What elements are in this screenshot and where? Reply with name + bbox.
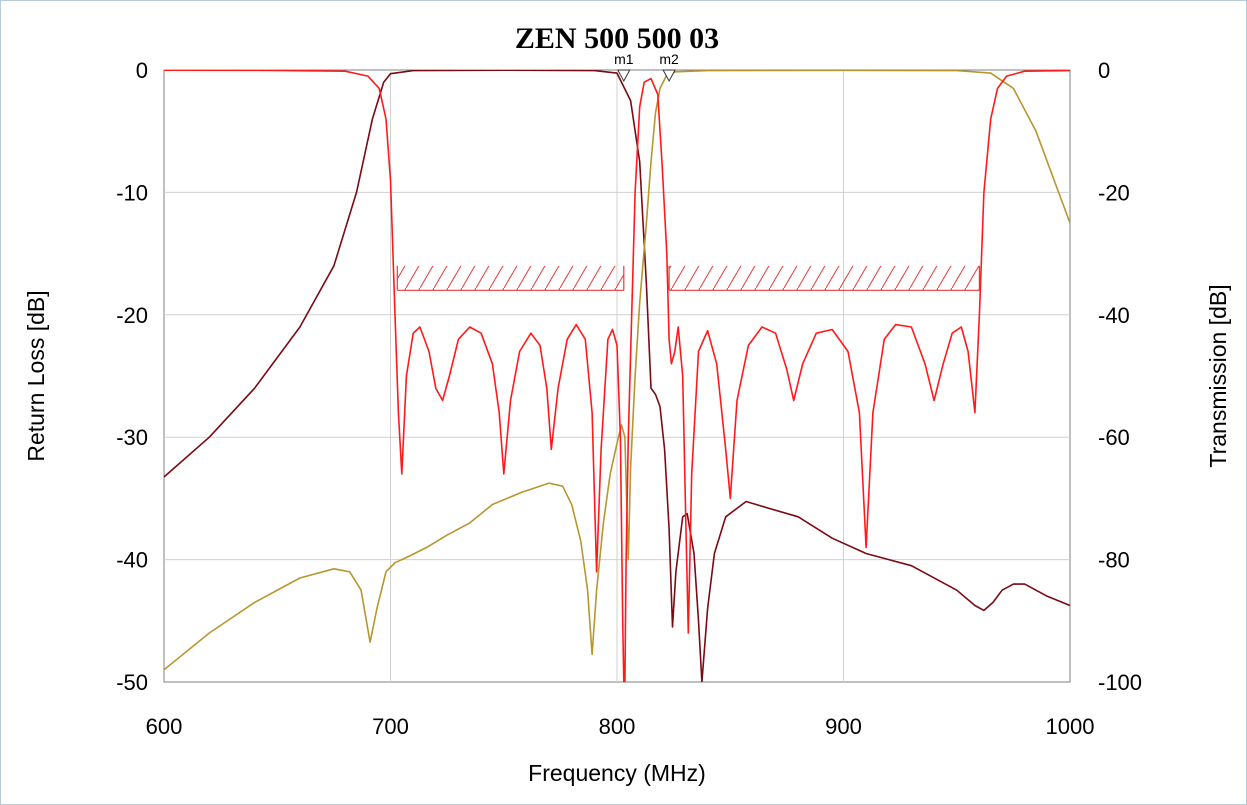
data-series xyxy=(164,70,1070,682)
left-y-tick-labels: 0 -10 -20 -30 -40 -50 xyxy=(116,58,148,695)
left-y-tick-label: -20 xyxy=(116,303,148,328)
left-y-tick-label: 0 xyxy=(136,58,148,83)
right-y-tick-label: -100 xyxy=(1098,670,1142,695)
x-tick-label: 800 xyxy=(599,714,636,739)
x-axis-label: Frequency (MHz) xyxy=(528,760,706,786)
series-line xyxy=(164,70,1070,671)
x-tick-labels: 600 700 800 900 1000 xyxy=(146,714,1095,739)
right-y-tick-labels: 0 -20 -40 -60 -80 -100 xyxy=(1098,58,1142,695)
x-tick-label: 600 xyxy=(146,714,183,739)
x-tick-label: 900 xyxy=(825,714,862,739)
spec-mask-hatch xyxy=(397,265,624,291)
spec-mask-hatch xyxy=(669,265,980,291)
marker-triangle xyxy=(662,69,676,83)
right-y-tick-label: -60 xyxy=(1098,425,1130,450)
x-tick-label: 700 xyxy=(372,714,409,739)
series-line xyxy=(164,70,1070,682)
grid-lines xyxy=(164,70,1070,682)
right-y-tick-label: -20 xyxy=(1098,180,1130,205)
right-y-axis-label: Transmission [dB] xyxy=(1205,284,1231,467)
x-tick-label: 1000 xyxy=(1046,714,1095,739)
series-line xyxy=(164,70,1070,682)
left-y-tick-label: -50 xyxy=(116,670,148,695)
frequency-markers: m1 m2 xyxy=(614,51,679,83)
left-y-tick-label: -10 xyxy=(116,180,148,205)
marker-label: m1 xyxy=(614,51,634,67)
marker-triangle xyxy=(616,69,631,83)
left-y-tick-label: -30 xyxy=(116,425,148,450)
chart-title: ZEN 500 500 03 xyxy=(515,22,719,55)
spec-masks xyxy=(396,265,981,291)
left-y-axis-label: Return Loss [dB] xyxy=(23,290,49,461)
right-y-tick-label: -80 xyxy=(1098,548,1130,573)
left-y-tick-label: -40 xyxy=(116,548,148,573)
marker-label: m2 xyxy=(659,51,679,67)
right-y-tick-label: -40 xyxy=(1098,303,1130,328)
right-y-tick-label: 0 xyxy=(1098,58,1110,83)
